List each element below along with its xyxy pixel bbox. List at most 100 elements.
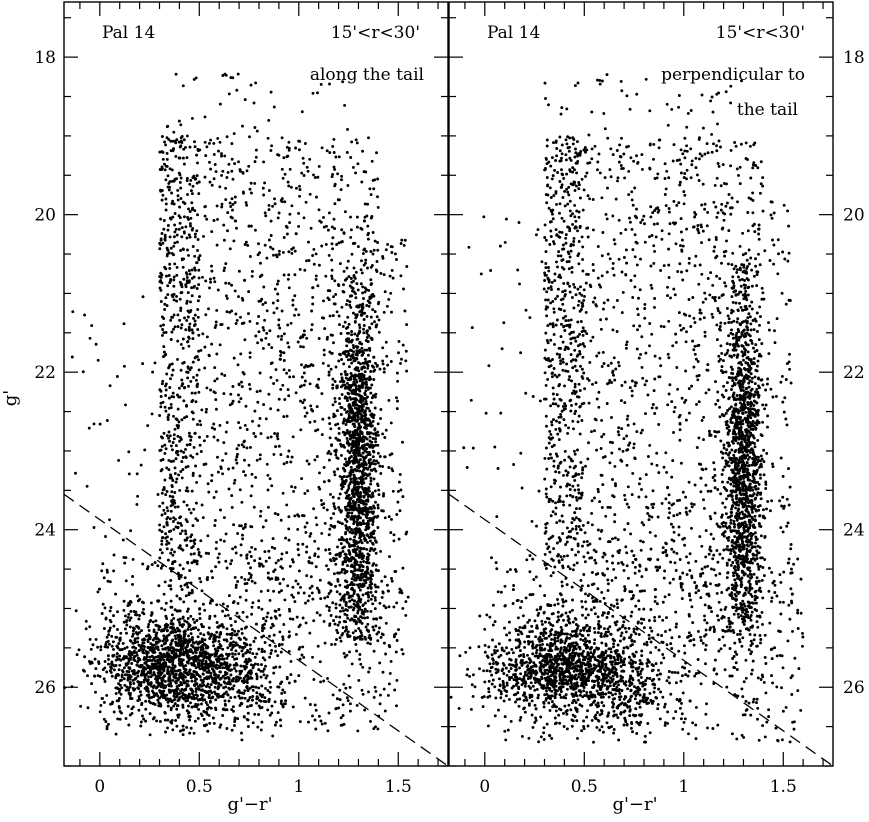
star-point: [147, 693, 151, 697]
star-point: [176, 325, 180, 329]
star-point: [195, 229, 199, 233]
star-point: [189, 189, 193, 193]
star-point: [102, 576, 106, 580]
star-point: [286, 277, 290, 281]
star-point: [350, 470, 353, 474]
star-point: [275, 378, 279, 382]
star-point: [181, 346, 185, 350]
star-point: [263, 696, 267, 700]
star-point: [167, 679, 171, 683]
star-point: [231, 687, 235, 691]
star-point: [226, 211, 230, 215]
star-point: [180, 460, 184, 464]
star-point: [246, 705, 249, 709]
star-point: [226, 613, 230, 617]
star-point: [331, 403, 335, 407]
star-point: [364, 502, 368, 506]
star-point: [208, 160, 211, 164]
star-point: [191, 245, 195, 248]
star-point: [220, 173, 224, 177]
star-point: [132, 610, 136, 613]
star-point: [118, 638, 122, 642]
star-point: [133, 672, 137, 676]
star-point: [365, 314, 369, 318]
star-point: [189, 614, 193, 618]
star-point: [333, 167, 337, 171]
star-point: [180, 378, 184, 382]
star-point: [197, 553, 201, 557]
star-point: [366, 237, 370, 241]
star-point: [259, 589, 263, 593]
star-point: [292, 246, 295, 250]
star-point: [248, 135, 251, 139]
star-point: [395, 407, 399, 411]
star-point: [363, 290, 367, 294]
star-point: [376, 451, 380, 455]
star-point: [352, 442, 355, 446]
star-point: [156, 698, 160, 702]
star-point: [162, 525, 166, 529]
star-point: [371, 494, 375, 498]
star-point: [349, 506, 353, 510]
star-point: [143, 686, 147, 690]
star-point: [229, 392, 233, 396]
star-point: [276, 299, 280, 303]
star-point: [187, 507, 191, 511]
star-point: [286, 388, 290, 392]
star-point: [379, 549, 383, 553]
star-point: [241, 610, 245, 614]
star-point: [184, 328, 188, 332]
star-point: [364, 424, 368, 428]
star-point: [277, 211, 281, 215]
star-point: [280, 167, 284, 171]
star-point: [230, 494, 234, 498]
star-point: [230, 283, 234, 287]
star-point: [241, 170, 245, 174]
star-point: [340, 178, 343, 182]
star-point: [197, 192, 201, 196]
star-point: [328, 622, 332, 626]
star-point: [332, 217, 336, 221]
star-point: [339, 385, 343, 389]
star-point: [271, 204, 275, 208]
star-point: [368, 326, 372, 330]
star-point: [288, 617, 292, 621]
star-point: [185, 176, 189, 180]
star-point: [341, 325, 345, 328]
star-point: [205, 711, 209, 714]
star-point: [358, 588, 362, 592]
star-point: [246, 649, 250, 652]
star-point: [131, 645, 135, 649]
star-point: [348, 618, 352, 622]
star-point: [213, 673, 216, 677]
star-point: [203, 214, 207, 218]
star-point: [334, 602, 338, 606]
star-point: [191, 617, 195, 621]
star-point: [233, 716, 237, 720]
star-point: [165, 638, 168, 642]
star-point: [318, 487, 322, 491]
star-point: [401, 606, 405, 610]
star-point: [220, 205, 224, 209]
star-point: [352, 377, 356, 381]
star-point: [387, 398, 391, 402]
star-point: [207, 307, 210, 311]
star-point: [361, 500, 365, 504]
star-point: [285, 414, 289, 418]
star-point: [190, 643, 194, 647]
star-point: [186, 193, 189, 196]
star-point: [305, 165, 309, 169]
star-point: [212, 422, 216, 426]
star-point: [374, 551, 378, 555]
star-point: [378, 455, 382, 458]
star-point: [115, 652, 119, 656]
star-point: [359, 523, 363, 527]
star-point: [358, 578, 362, 582]
star-point: [221, 169, 225, 173]
star-point: [129, 675, 133, 679]
star-point: [170, 191, 174, 195]
star-point: [159, 395, 163, 398]
star-point: [171, 391, 175, 395]
star-point: [362, 522, 366, 525]
star-point: [364, 571, 368, 575]
